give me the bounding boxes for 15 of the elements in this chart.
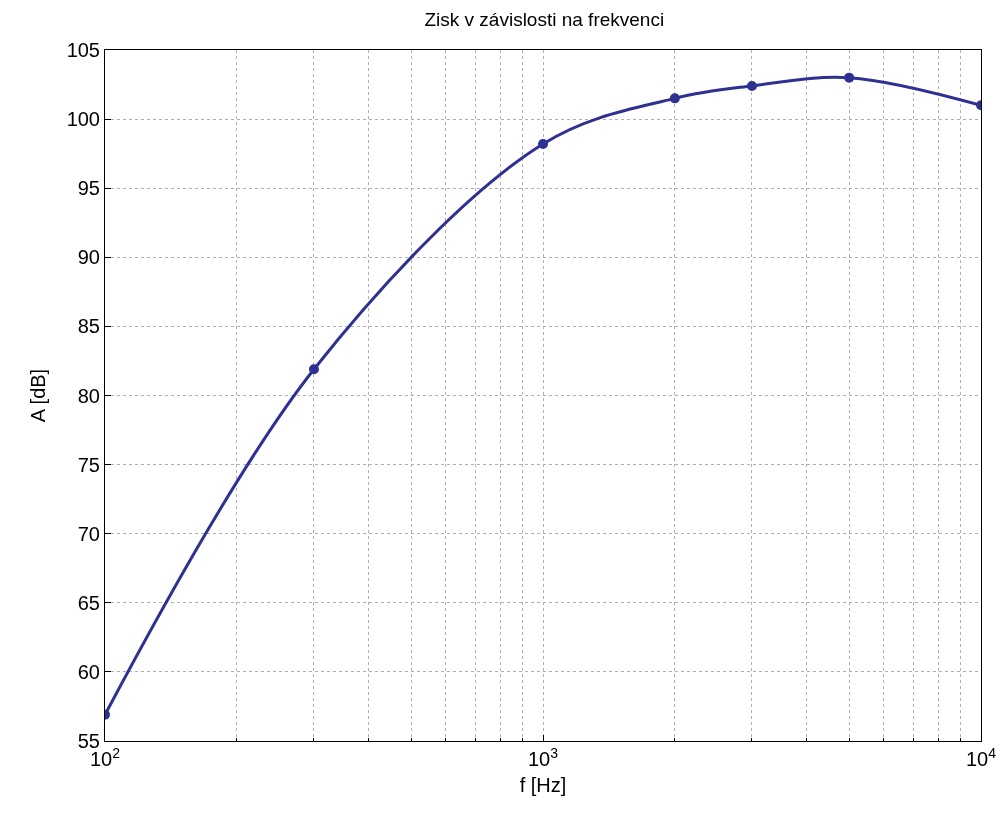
y-tick-label: 105 <box>66 39 100 61</box>
x-tick-label: 10$^{3}$ <box>527 744 559 770</box>
y-tick-label: 80 <box>77 384 100 407</box>
y-axis-title: A [dB] <box>27 368 50 423</box>
y-tick-label: 90 <box>77 246 100 269</box>
y-tick-label: 70 <box>77 522 100 545</box>
y-tick-label: 75 <box>77 453 100 476</box>
y-tick-label: 100 <box>66 108 100 131</box>
y-tick-label: 95 <box>77 177 100 200</box>
chart-title: Zisk v závislosti na frekvenci <box>424 8 665 30</box>
x-axis-title: f [Hz] <box>519 773 567 796</box>
x-tick-label: 10$^{4}$ <box>965 744 997 770</box>
y-tick-label: 60 <box>77 660 100 683</box>
y-tick-label: 85 <box>77 315 100 338</box>
y-tick-label: 65 <box>77 591 100 614</box>
